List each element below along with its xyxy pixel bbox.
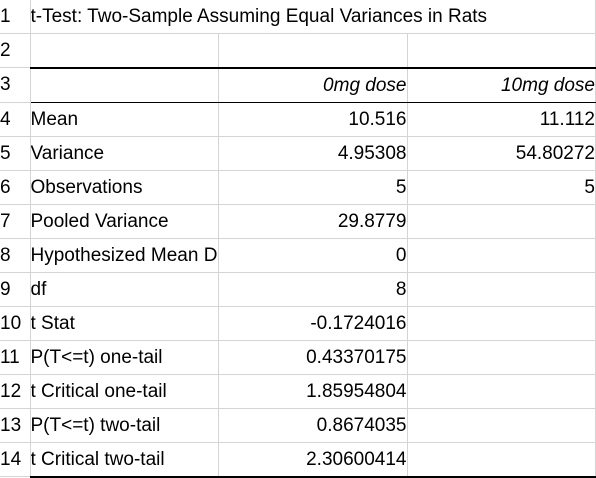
cell[interactable] — [407, 33, 596, 68]
stat-label[interactable]: Mean — [30, 102, 219, 137]
table-row: 13 P(T<=t) two-tail 0.8674035 — [0, 408, 596, 443]
stat-value-group2[interactable] — [407, 340, 596, 375]
stat-label[interactable]: Observations — [30, 170, 219, 205]
row-number[interactable]: 11 — [0, 340, 31, 375]
stat-value-group1[interactable]: 4.95308 — [218, 136, 408, 171]
table-row: 11 P(T<=t) one-tail 0.43370175 — [0, 340, 596, 375]
header-group1[interactable]: 0mg dose — [218, 66, 408, 103]
stat-value-group1[interactable]: 5 — [218, 170, 408, 205]
table-row: 10 t Stat -0.1724016 — [0, 306, 596, 341]
stat-label[interactable]: P(T<=t) one-tail — [30, 340, 219, 375]
stat-value-group2[interactable]: 5 — [407, 170, 596, 205]
row-number[interactable]: 1 — [0, 0, 31, 34]
row-number[interactable]: 10 — [0, 306, 31, 341]
table-row: 4 Mean 10.516 11.112 — [0, 102, 596, 137]
stat-value-group2[interactable]: 54.80272 — [407, 136, 596, 171]
stat-value-group1[interactable]: 2.30600414 — [218, 442, 408, 478]
stat-value-group1[interactable]: 1.85954804 — [218, 374, 408, 409]
stat-value-group1[interactable]: 29.8779 — [218, 204, 408, 239]
table-row: 8 Hypothesized Mean Difference 0 — [0, 238, 596, 273]
stat-value-group2[interactable] — [407, 204, 596, 239]
stat-value-group1[interactable]: 10.516 — [218, 102, 408, 137]
stat-label[interactable]: Variance — [30, 136, 219, 171]
stat-label[interactable]: t Critical two-tail — [30, 442, 219, 478]
cell[interactable] — [218, 33, 408, 68]
stat-value-group1[interactable]: 0.8674035 — [218, 408, 408, 443]
stat-value-group1[interactable]: -0.1724016 — [218, 306, 408, 341]
stat-value-group1[interactable]: 8 — [218, 272, 408, 307]
row-number[interactable]: 14 — [0, 442, 31, 477]
table-row: 6 Observations 5 5 — [0, 170, 596, 205]
stat-label[interactable]: t Critical one-tail — [30, 374, 219, 409]
stat-value-group1[interactable]: 0.43370175 — [218, 340, 408, 375]
stat-value-group2[interactable] — [407, 238, 596, 273]
stat-label[interactable]: P(T<=t) two-tail — [30, 408, 219, 443]
cell[interactable] — [30, 33, 219, 68]
stat-label[interactable]: Hypothesized Mean Difference — [30, 238, 219, 273]
header-group2[interactable]: 10mg dose — [407, 66, 596, 103]
stat-value-group1[interactable]: 0 — [218, 238, 408, 273]
row-number[interactable]: 7 — [0, 204, 31, 239]
row-number[interactable]: 2 — [0, 33, 31, 68]
row-number[interactable]: 12 — [0, 374, 31, 409]
row-number[interactable]: 9 — [0, 272, 31, 307]
table-title[interactable]: t-Test: Two-Sample Assuming Equal Varian… — [30, 0, 596, 34]
stat-value-group2[interactable] — [407, 272, 596, 307]
row-number[interactable]: 4 — [0, 102, 31, 137]
stat-value-group2[interactable] — [407, 442, 596, 478]
table-row: 9 df 8 — [0, 272, 596, 307]
stat-value-group2[interactable] — [407, 374, 596, 409]
stat-value-group2[interactable] — [407, 306, 596, 341]
stat-label[interactable]: t Stat — [30, 306, 219, 341]
row-number[interactable]: 6 — [0, 170, 31, 205]
stat-label[interactable]: df — [30, 272, 219, 307]
row-number[interactable]: 8 — [0, 238, 31, 273]
title-row: 1 t-Test: Two-Sample Assuming Equal Vari… — [0, 0, 596, 34]
stat-value-group2[interactable] — [407, 408, 596, 443]
row-number[interactable]: 3 — [0, 67, 31, 103]
table-row: 5 Variance 4.95308 54.80272 — [0, 136, 596, 171]
blank-row: 2 — [0, 33, 596, 68]
stat-label[interactable]: Pooled Variance — [30, 204, 219, 239]
table-row: 14 t Critical two-tail 2.30600414 — [0, 442, 596, 478]
table-row: 7 Pooled Variance 29.8779 — [0, 204, 596, 239]
stat-value-group2[interactable]: 11.112 — [407, 102, 596, 137]
table-row: 12 t Critical one-tail 1.85954804 — [0, 374, 596, 409]
header-row: 3 0mg dose 10mg dose — [0, 66, 596, 103]
header-blank-cell[interactable] — [30, 66, 219, 103]
row-number[interactable]: 13 — [0, 408, 31, 443]
row-number[interactable]: 5 — [0, 136, 31, 171]
